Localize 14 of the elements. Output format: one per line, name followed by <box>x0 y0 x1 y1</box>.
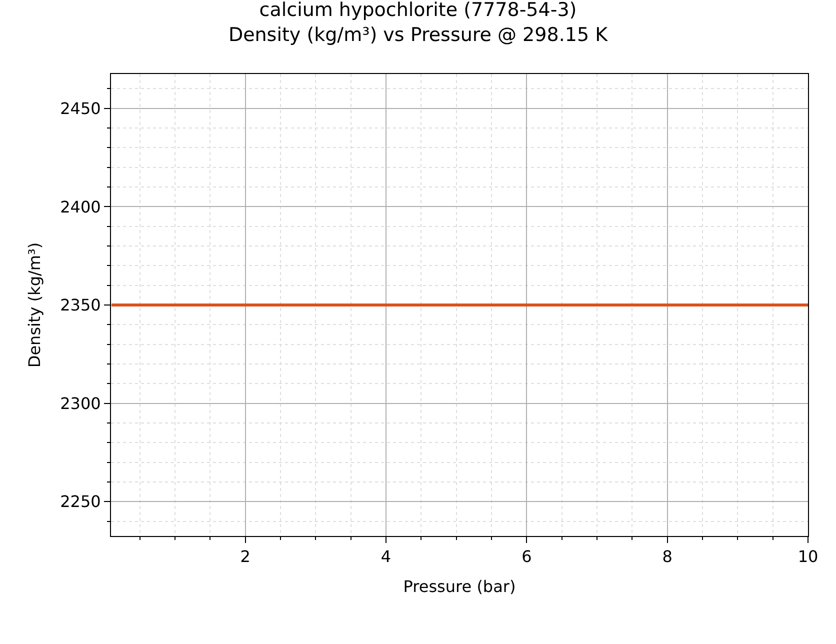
x-axis-title: Pressure (bar) <box>403 576 516 596</box>
y-tick-label: 2450 <box>60 99 101 118</box>
y-tick-label: 2350 <box>60 296 101 315</box>
x-tick-label: 4 <box>380 547 392 566</box>
y-axis-title: Density (kg/m³) <box>24 242 44 368</box>
y-tick-label: 2400 <box>60 197 101 216</box>
x-tick-label: 6 <box>522 547 532 566</box>
x-tick-label: 8 <box>662 547 672 566</box>
y-tick-label: 2300 <box>60 394 101 413</box>
chart-title: calcium hypochlorite (7778-54-3) <box>259 0 577 22</box>
y-tick-label: 2250 <box>60 492 101 512</box>
x-tick-label: 10 <box>798 547 818 566</box>
x-tick-label: 2 <box>240 547 250 566</box>
chart-subtitle: Density (kg/m³) vs Pressure @ 298.15 K <box>228 24 608 46</box>
